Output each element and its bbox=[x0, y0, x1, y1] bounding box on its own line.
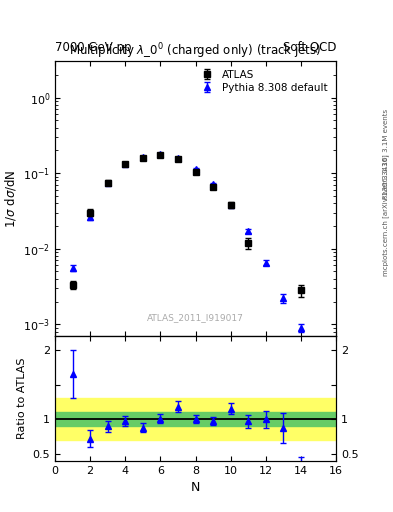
Text: 7000 GeV pp: 7000 GeV pp bbox=[55, 41, 132, 54]
Y-axis label: 1/$\sigma$ d$\sigma$/dN: 1/$\sigma$ d$\sigma$/dN bbox=[3, 169, 18, 228]
Text: mcplots.cern.ch [arXiv:1306.3436]: mcplots.cern.ch [arXiv:1306.3436] bbox=[382, 154, 389, 276]
Y-axis label: Ratio to ATLAS: Ratio to ATLAS bbox=[17, 358, 27, 439]
Text: Soft QCD: Soft QCD bbox=[283, 41, 336, 54]
Text: ATLAS_2011_I919017: ATLAS_2011_I919017 bbox=[147, 313, 244, 322]
Title: Multiplicity $\lambda\_0^0$ (charged only) (track jets): Multiplicity $\lambda\_0^0$ (charged onl… bbox=[70, 42, 321, 61]
Legend: ATLAS, Pythia 8.308 default: ATLAS, Pythia 8.308 default bbox=[195, 67, 331, 96]
X-axis label: N: N bbox=[191, 481, 200, 494]
Text: Rivet 3.1.10, 3.1M events: Rivet 3.1.10, 3.1M events bbox=[383, 109, 389, 199]
